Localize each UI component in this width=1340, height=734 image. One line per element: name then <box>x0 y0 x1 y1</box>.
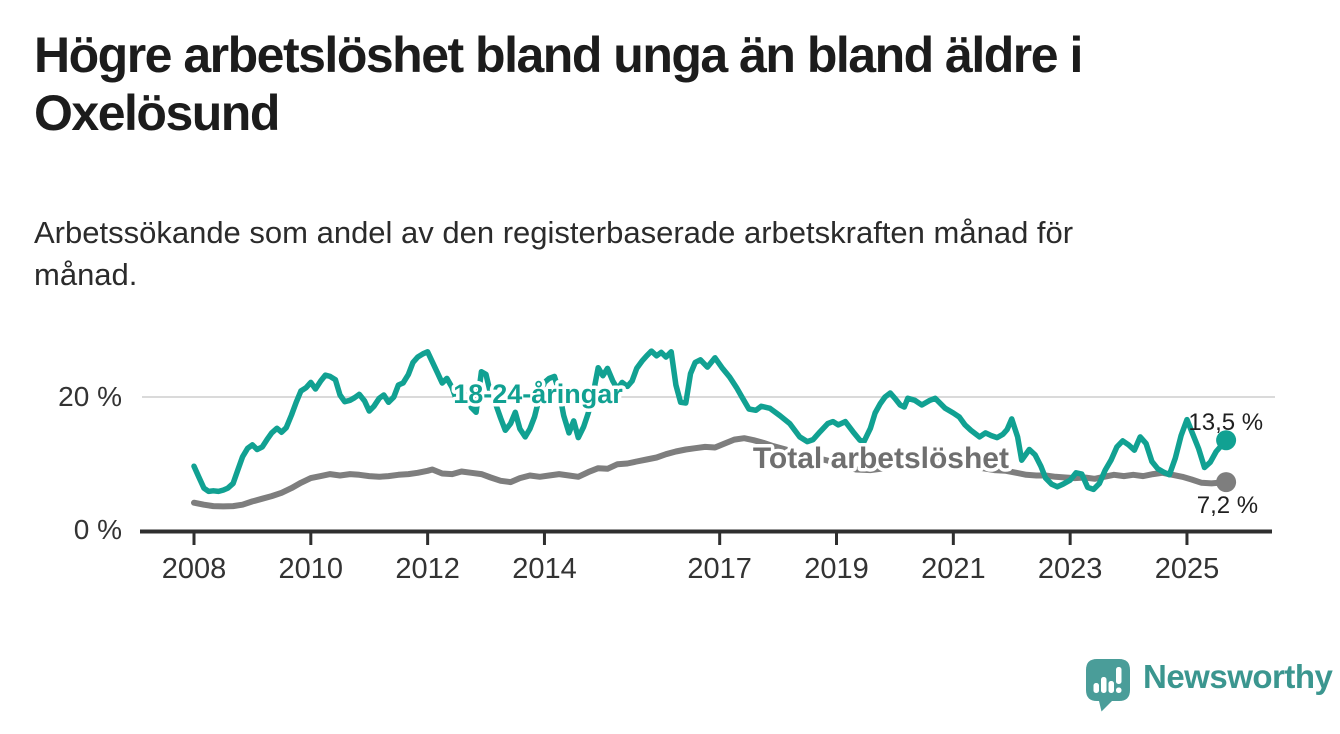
x-axis-label-2023: 2023 <box>1038 553 1103 585</box>
title-line-2: Oxelösund <box>34 85 280 141</box>
page-title: Högre arbetslöshet bland unga än bland ä… <box>34 26 1083 142</box>
newsworthy-logo-icon <box>1086 659 1130 712</box>
x-axis-label-2014: 2014 <box>512 553 577 585</box>
speech-bubble-shape <box>1086 659 1130 712</box>
y-axis-label-20: 20 % <box>58 381 122 412</box>
x-axis-label-2025: 2025 <box>1155 553 1220 585</box>
series-label-18-24: 18-24-åringar <box>453 379 623 409</box>
y-axis-label-0: 0 % <box>74 514 122 545</box>
x-axis-label-2017: 2017 <box>687 553 752 585</box>
chart-subtitle: Arbetssökande som andel av den registerb… <box>34 212 1073 296</box>
x-axis-label-2008: 2008 <box>162 553 227 585</box>
title-line-1: Högre arbetslöshet bland unga än bland ä… <box>34 27 1083 83</box>
subtitle-line-1: Arbetssökande som andel av den registerb… <box>34 215 1074 250</box>
x-axis-label-2021: 2021 <box>921 553 986 585</box>
x-axis-label-2010: 2010 <box>279 553 344 585</box>
exclamation-dot <box>1116 687 1122 693</box>
series-end-dot-total <box>1216 472 1237 493</box>
series-line-total <box>191 435 1230 510</box>
series-end-dot-18-24 <box>1216 430 1237 451</box>
logo-bar-chart-glyph <box>1093 667 1122 693</box>
series-label-total: Total arbetslöshet <box>753 442 1009 475</box>
brand-footer: Newsworthy <box>1086 658 1333 712</box>
x-axis-label-2019: 2019 <box>804 553 869 585</box>
subtitle-line-2: månad. <box>34 257 138 292</box>
end-value-label-total: 7,2 % <box>1197 492 1258 519</box>
exclamation-bar <box>1116 667 1122 684</box>
end-value-label-18-24: 13,5 % <box>1188 409 1263 436</box>
brand-name: Newsworthy <box>1143 658 1333 695</box>
series-line-18-24 <box>191 348 1229 495</box>
x-axis-label-2012: 2012 <box>395 553 460 585</box>
